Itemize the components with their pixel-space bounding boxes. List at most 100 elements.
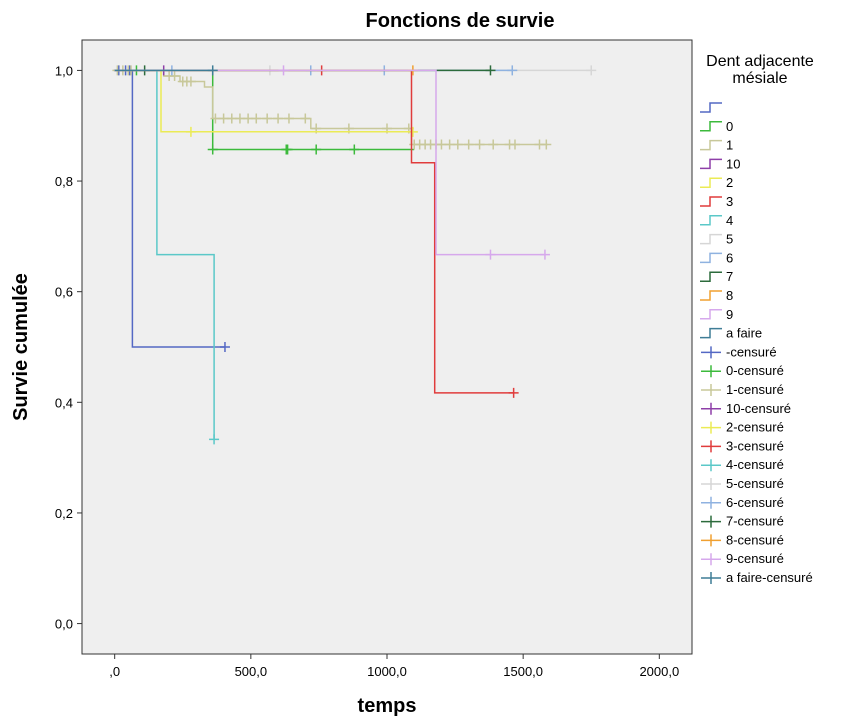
legend-title-line: Dent adjacente	[706, 53, 814, 70]
legend-step-symbol	[700, 233, 722, 245]
censored-mark	[262, 113, 273, 124]
legend-censored-symbol	[701, 346, 721, 359]
legend-label: 6-censuré	[726, 495, 784, 510]
legend-label: 10	[726, 156, 740, 171]
legend-title-line: mésiale	[732, 70, 787, 87]
legend-censored-symbol	[701, 496, 721, 509]
censored-mark	[219, 342, 230, 352]
x-tick-label: ,0	[109, 664, 120, 679]
censored-mark	[185, 126, 196, 137]
censored-mark	[349, 144, 360, 155]
x-tick-label: 500,0	[235, 664, 268, 679]
censored-mark	[541, 139, 552, 150]
y-tick-label: 0,2	[55, 506, 73, 521]
legend-step-symbol	[700, 177, 722, 188]
y-tick-label: 0,0	[55, 617, 73, 632]
legend-label: 5-censuré	[726, 476, 784, 491]
legend-step-symbol	[700, 158, 722, 170]
legend-censored-symbol	[701, 440, 721, 453]
legend-censored-symbol	[701, 365, 721, 378]
censored-mark	[508, 387, 519, 398]
legend-label: 4-censuré	[726, 457, 784, 472]
legend-censored-symbol	[701, 421, 721, 434]
legend-label: 9	[726, 307, 733, 322]
legend-label: a faire-censuré	[726, 570, 813, 585]
censored-mark	[452, 139, 463, 150]
legend-label: 3	[726, 194, 733, 209]
censored-mark	[474, 139, 485, 150]
censored-mark	[509, 139, 520, 150]
legend-label: 7	[726, 269, 733, 284]
legend-censored-symbol	[701, 459, 721, 472]
legend-label: 2	[726, 175, 733, 190]
censored-mark	[300, 113, 311, 124]
censored-mark	[169, 70, 180, 81]
legend-label: 0	[726, 119, 733, 134]
legend-label: 2-censuré	[726, 420, 784, 435]
censored-mark	[283, 113, 294, 124]
legend-step-symbol	[700, 252, 722, 264]
censored-mark	[507, 65, 518, 76]
legend-censored-symbol	[701, 478, 721, 490]
legend-step-symbol	[700, 102, 722, 113]
censored-mark	[311, 144, 322, 155]
legend-label: 5	[726, 232, 733, 247]
y-axis-title: Survie cumulée	[10, 273, 32, 421]
censored-mark	[273, 113, 284, 124]
censored-mark	[407, 126, 418, 137]
legend-censored-symbol	[701, 515, 721, 528]
legend-step-symbol	[700, 327, 722, 339]
censored-mark	[278, 65, 289, 76]
x-tick-label: 1500,0	[503, 664, 543, 679]
legend-censored-symbol	[701, 572, 721, 584]
censored-mark	[586, 65, 597, 76]
legend-label: 3-censuré	[726, 438, 784, 453]
legend-step-symbol	[700, 290, 722, 301]
legend-label: 6	[726, 250, 733, 265]
legend-censored-symbol	[701, 534, 721, 547]
legend-label: 7-censuré	[726, 514, 784, 529]
series-layer	[112, 65, 597, 445]
legend-label: -censuré	[726, 344, 777, 359]
censored-mark	[251, 113, 262, 124]
legend-censored-symbol	[701, 553, 721, 566]
legend-step-symbol	[700, 215, 722, 226]
legend-step-symbol	[700, 196, 722, 207]
legend-censored-symbol	[701, 384, 721, 396]
y-tick-label: 0,8	[55, 174, 73, 189]
legend-label: 8	[726, 288, 733, 303]
censored-mark	[209, 434, 220, 445]
legend-label: a faire	[726, 326, 762, 341]
x-tick-label: 1000,0	[367, 664, 407, 679]
legend-step-symbol	[700, 309, 722, 320]
censored-mark	[463, 139, 474, 150]
x-tick-label: 2000,0	[639, 664, 679, 679]
censored-mark	[485, 65, 496, 76]
legend-label: 8-censuré	[726, 532, 784, 547]
chart-title: Fonctions de survie	[366, 10, 555, 32]
censored-mark	[485, 249, 496, 260]
x-axis-title: temps	[358, 695, 417, 717]
axes: ,0 500,0 1000,0 1500,0 2000,0 0,0 0,2 0,4 0,6 0,8…	[55, 63, 679, 679]
censored-mark	[207, 144, 218, 155]
legend-step-symbol	[700, 121, 722, 132]
legend-label: 4	[726, 213, 733, 228]
censored-mark	[185, 76, 196, 87]
censored-mark	[282, 144, 293, 155]
legend-label: 10-censuré	[726, 401, 791, 416]
legend-label: 9-censuré	[726, 551, 784, 566]
y-tick-label: 1,0	[55, 63, 73, 78]
legend-label: 1	[726, 138, 733, 153]
y-tick-label: 0,4	[55, 395, 73, 410]
censored-mark	[207, 65, 218, 76]
censored-mark	[488, 139, 499, 150]
legend-censored-symbol	[701, 402, 721, 415]
legend-label: 0-censuré	[726, 363, 784, 378]
legend-label: 1-censuré	[726, 382, 784, 397]
y-tick-label: 0,6	[55, 285, 73, 300]
legend-step-symbol	[700, 139, 722, 151]
legend-step-symbol	[700, 271, 722, 282]
censored-mark	[539, 249, 550, 260]
